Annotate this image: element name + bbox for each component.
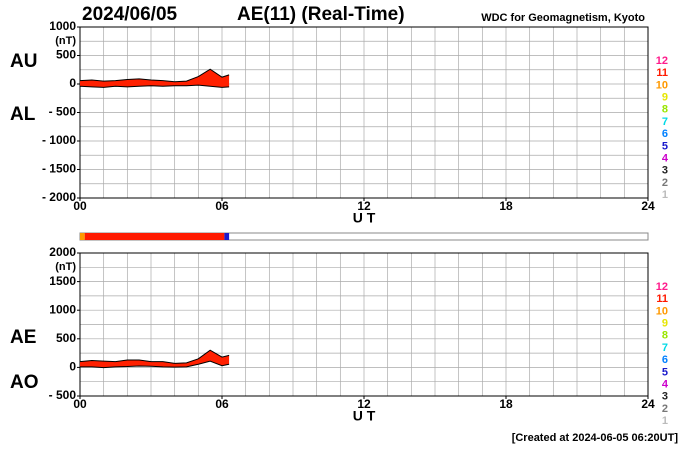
y-tick-label: 1000 [49,19,76,33]
station-legend-label: 12 [656,281,668,293]
y-tick-label: 1500 [49,274,76,288]
station-legend-label: 8 [662,330,668,342]
station-legend-label: 11 [656,293,668,305]
series-label: AE [10,327,36,348]
series-line [80,360,230,369]
station-legend-label: 4 [662,153,669,165]
station-legend-label: 10 [656,305,668,317]
x-tick-label: 06 [215,397,229,411]
y-tick-label: - 1000 [42,133,76,147]
series-line [79,68,230,83]
band-fill [80,350,230,368]
y-tick-label: 500 [56,331,76,345]
station-legend-label: 8 [662,104,668,116]
series-label: AU [10,51,37,72]
x-tick-label: 24 [641,397,655,411]
x-tick-label: 24 [641,199,655,213]
station-legend-label: 11 [656,67,668,79]
station-legend-label: 2 [662,177,668,189]
x-tick-label: 12 [357,397,371,411]
y-tick-label: - 1500 [42,162,76,176]
station-legend-label: 1 [662,415,668,427]
station-legend-label: 10 [656,79,668,91]
station-legend-label: 3 [662,391,668,403]
coverage-segment [224,233,230,240]
station-legend-label: 6 [662,354,668,366]
station-legend-label: 7 [662,342,668,354]
station-legend-label: 6 [662,128,668,140]
y-tick-label: - 500 [49,105,77,119]
y-tick-label: 1000 [49,302,76,316]
station-legend-label: 9 [662,92,668,104]
x-axis-label: U T [353,408,376,424]
x-tick-label: 18 [499,199,513,213]
series-label: AL [10,104,36,125]
station-legend-label: 2 [662,403,668,415]
station-legend-label: 3 [662,165,668,177]
y-tick-label: 500 [56,48,76,62]
station-legend-label: 5 [662,366,668,378]
x-tick-label: 00 [73,199,87,213]
x-tick-label: 12 [357,199,371,213]
title: AE(11) (Real-Time) [237,4,405,25]
y-tick-label: - 2000 [42,190,76,204]
x-tick-label: 00 [73,397,87,411]
coverage-segment [84,233,225,240]
series-line [79,84,230,88]
y-tick-label: 0 [69,360,76,374]
source: WDC for Geomagnetism, Kyoto [481,12,645,24]
station-legend-label: 1 [662,189,668,201]
band-fill [80,69,230,88]
y-unit: (nT) [55,261,76,273]
station-legend-label: 5 [662,140,668,152]
series-line [79,349,230,364]
station-legend-label: 7 [662,116,668,128]
series-label: AO [10,372,39,393]
station-legend-label: 9 [662,318,668,330]
coverage-segment [80,233,85,240]
date: 2024/06/05 [82,4,178,25]
x-tick-label: 18 [499,397,513,411]
station-legend-label: 12 [656,55,668,67]
y-tick-label: 2000 [49,245,76,259]
station-legend-label: 4 [662,379,669,391]
y-tick-label: 0 [69,76,76,90]
y-tick-label: - 500 [49,388,77,402]
y-unit: (nT) [55,35,76,47]
footer: [Created at 2024-06-05 06:20UT] [512,432,679,444]
x-tick-label: 06 [215,199,229,213]
x-axis-label: U T [353,210,376,226]
